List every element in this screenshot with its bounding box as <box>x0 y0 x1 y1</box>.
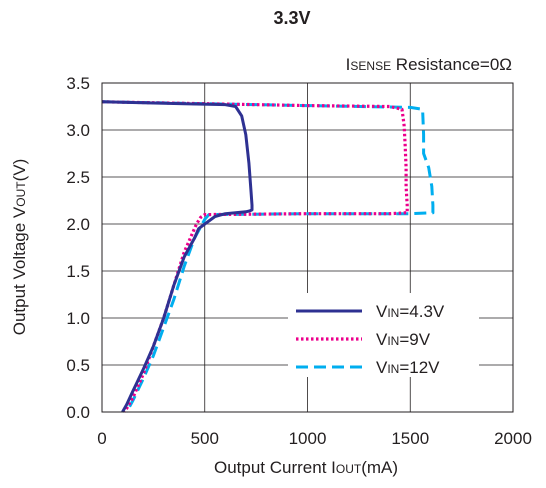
annotation-suffix: Resistance=0Ω <box>391 55 512 74</box>
legend-label-sub: IN <box>387 362 399 376</box>
legend-label-0: VIN=4.3V <box>376 302 445 321</box>
annotation: ISENSE Resistance=0Ω <box>346 55 512 74</box>
y-axis-label: Output Voltage VOUT(V) <box>10 159 29 336</box>
x-tick-labels: 0 500 1000 1500 2000 <box>97 429 532 448</box>
series-line-0 <box>101 100 254 413</box>
y-axis-label-prefix: Output Voltage V <box>10 206 29 335</box>
plot-frame <box>101 82 514 413</box>
legend-label-prefix: V <box>376 302 388 321</box>
y-tick-labels: 0.0 0.5 1.0 1.5 2.0 2.5 3.0 3.5 <box>66 74 90 422</box>
legend-label-2: VIN=12V <box>376 358 440 377</box>
legend-label-prefix: V <box>376 358 388 377</box>
y-axis-label-sub: OUT <box>14 181 28 207</box>
x-tick-label: 0 <box>97 429 106 448</box>
series-layer <box>101 100 435 413</box>
legend-label-suffix: =9V <box>399 330 430 349</box>
series-line-1 <box>101 100 409 413</box>
legend-label-sub: IN <box>387 334 399 348</box>
x-axis-label-sub: OUT <box>336 462 362 476</box>
chart-title: 3.3V <box>273 8 310 28</box>
legend-label-suffix: =4.3V <box>399 302 445 321</box>
y-tick-label: 3.5 <box>66 74 90 93</box>
x-tick-label: 1500 <box>391 429 429 448</box>
y-tick-label: 1.0 <box>66 309 90 328</box>
legend-label-suffix: =12V <box>399 358 440 377</box>
series-line-2 <box>101 100 435 413</box>
x-tick-label: 2000 <box>494 429 532 448</box>
y-tick-label: 2.5 <box>66 168 90 187</box>
y-tick-label: 2.0 <box>66 215 90 234</box>
x-axis-label-prefix: Output Current I <box>214 458 336 477</box>
annotation-prefix: I <box>346 55 351 74</box>
x-axis-label: Output Current IOUT(mA) <box>214 458 398 477</box>
x-tick-label: 1000 <box>289 429 327 448</box>
y-tick-label: 0.0 <box>66 403 90 422</box>
legend-box <box>288 293 479 377</box>
legend-label-prefix: V <box>376 330 388 349</box>
legend-label-1: VIN=9V <box>376 330 431 349</box>
y-tick-label: 1.5 <box>66 262 90 281</box>
y-tick-label: 0.5 <box>66 356 90 375</box>
x-axis-label-suffix: (mA) <box>361 458 398 477</box>
x-tick-label: 500 <box>191 429 219 448</box>
annotation-sub: SENSE <box>350 59 391 73</box>
y-tick-label: 3.0 <box>66 121 90 140</box>
legend-label-sub: IN <box>387 306 399 320</box>
y-axis-label-suffix: (V) <box>10 159 29 182</box>
